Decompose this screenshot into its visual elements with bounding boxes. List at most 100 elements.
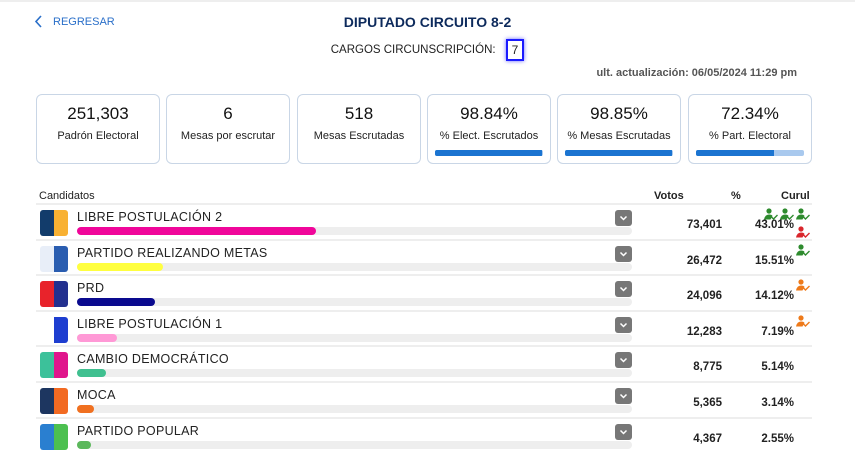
stat-card: 6 Mesas por escrutar bbox=[166, 94, 290, 164]
stat-label: Padrón Electoral bbox=[57, 130, 139, 142]
votes: 12,283 bbox=[686, 325, 722, 338]
votes: 4,367 bbox=[693, 432, 722, 445]
votes: 73,401 bbox=[686, 219, 722, 231]
chevron-down-icon bbox=[619, 393, 628, 399]
stat-card: 98.84% % Elect. Escrutados bbox=[427, 94, 551, 164]
party-logo bbox=[40, 352, 68, 379]
stat-value: 98.84% bbox=[460, 104, 518, 123]
expand-button[interactable] bbox=[615, 352, 632, 369]
candidate-row: PRD 24,096 14.12% bbox=[36, 274, 812, 310]
seat-icon bbox=[796, 226, 810, 238]
chevron-down-icon bbox=[619, 429, 628, 435]
candidate-name: CAMBIO DEMOCRÁTICO bbox=[77, 352, 229, 367]
party-logo bbox=[40, 316, 68, 343]
votes: 24,096 bbox=[686, 290, 722, 303]
percent: 43.01% bbox=[754, 219, 794, 231]
chevron-down-icon bbox=[619, 322, 628, 328]
stat-progress-bar bbox=[435, 150, 543, 156]
chevron-down-icon bbox=[619, 215, 628, 221]
votes: 26,472 bbox=[686, 254, 722, 267]
candidate-name: LIBRE POSTULACIÓN 2 bbox=[77, 210, 223, 224]
stat-value: 72.34% bbox=[721, 104, 779, 123]
percent: 3.14% bbox=[761, 397, 794, 409]
party-logo bbox=[40, 245, 68, 272]
expand-button[interactable] bbox=[615, 210, 632, 226]
stat-value: 98.85% bbox=[590, 104, 648, 123]
party-logo bbox=[40, 210, 68, 236]
candidate-name: MOCA bbox=[77, 388, 116, 402]
seat-icon bbox=[796, 243, 810, 256]
chevron-down-icon bbox=[619, 251, 628, 257]
back-button[interactable]: REGRESAR bbox=[34, 15, 115, 28]
vote-bar bbox=[77, 440, 632, 449]
chevron-down-icon bbox=[619, 287, 628, 292]
candidate-name: LIBRE POSTULACIÓN 1 bbox=[77, 316, 223, 331]
party-logo bbox=[40, 281, 68, 308]
vote-bar bbox=[77, 298, 632, 307]
party-logo bbox=[40, 388, 68, 414]
last-updated: ult. actualización: 06/05/2024 11:29 pm bbox=[596, 67, 797, 79]
percent: 15.51% bbox=[754, 254, 794, 267]
cargos-label: CARGOS CIRCUNSCRIPCIÓN: bbox=[330, 44, 496, 56]
seat-icon bbox=[780, 208, 794, 220]
expand-button[interactable] bbox=[615, 316, 632, 333]
candidate-row: MOCA 5,365 3.14% bbox=[36, 381, 812, 417]
seat-icon bbox=[796, 208, 810, 220]
expand-button[interactable] bbox=[615, 388, 632, 404]
percent: 5.14% bbox=[761, 361, 794, 374]
stat-card: 251,303 Padrón Electoral bbox=[36, 94, 160, 164]
stat-progress-bar bbox=[696, 150, 804, 156]
cargos-row: CARGOS CIRCUNSCRIPCIÓN: 7 bbox=[0, 39, 855, 61]
stat-card: 72.34% % Part. Electoral bbox=[688, 94, 812, 164]
vote-bar bbox=[77, 369, 632, 378]
curul-seats bbox=[750, 314, 810, 332]
candidate-row: PARTIDO POPULAR 4,367 2.55% bbox=[36, 416, 812, 453]
header-curul: Curul bbox=[781, 190, 810, 202]
percent: 14.12% bbox=[754, 290, 794, 303]
cargos-value: 7 bbox=[505, 39, 525, 61]
candidate-row: LIBRE POSTULACIÓN 2 73,401 43.01% bbox=[36, 203, 812, 239]
stat-card: 518 Mesas Escrutadas bbox=[297, 94, 421, 164]
seat-icon bbox=[796, 279, 810, 292]
curul-seats bbox=[750, 207, 810, 243]
candidate-row: CAMBIO DEMOCRÁTICO 8,775 5.14% bbox=[36, 345, 812, 381]
stat-label: Mesas Escrutadas bbox=[313, 130, 405, 142]
expand-button[interactable] bbox=[615, 281, 632, 298]
curul-seats bbox=[750, 278, 810, 296]
stat-card: 98.85% % Mesas Escrutadas bbox=[557, 94, 681, 164]
candidate-name: PARTIDO REALIZANDO METAS bbox=[77, 245, 268, 260]
chevron-down-icon bbox=[619, 358, 628, 363]
back-label: REGRESAR bbox=[53, 15, 115, 28]
vote-bar bbox=[77, 405, 632, 413]
curul-seats bbox=[750, 243, 810, 261]
stat-value: 251,303 bbox=[67, 104, 129, 123]
votes: 5,365 bbox=[693, 397, 722, 409]
stat-label: % Elect. Escrutados bbox=[439, 130, 539, 142]
stat-label: % Mesas Escrutadas bbox=[567, 130, 671, 142]
seat-icon bbox=[764, 208, 778, 220]
percent: 2.55% bbox=[761, 432, 794, 445]
stat-label: Mesas por escrutar bbox=[180, 130, 276, 142]
candidate-name: PRD bbox=[77, 281, 105, 296]
stat-progress-bar bbox=[565, 150, 673, 156]
header-candidates: Candidatos bbox=[39, 190, 95, 202]
seat-icon bbox=[796, 315, 810, 327]
chevron-left-icon bbox=[34, 15, 42, 28]
expand-button[interactable] bbox=[615, 423, 632, 440]
header-votes: Votos bbox=[654, 190, 684, 202]
stat-label: % Part. Electoral bbox=[709, 130, 791, 142]
candidate-row: LIBRE POSTULACIÓN 1 12,283 7.19% bbox=[36, 309, 812, 346]
expand-button[interactable] bbox=[615, 245, 632, 262]
vote-bar bbox=[77, 333, 632, 342]
page-title: DIPUTADO CIRCUITO 8-2 bbox=[343, 14, 512, 30]
party-logo bbox=[40, 423, 68, 450]
votes: 8,775 bbox=[693, 361, 722, 374]
vote-bar bbox=[77, 262, 632, 271]
percent: 7.19% bbox=[761, 325, 794, 338]
candidate-row: PARTIDO REALIZANDO METAS 26,472 15.51% bbox=[36, 238, 812, 275]
header-pct: % bbox=[731, 190, 741, 202]
candidate-name: PARTIDO POPULAR bbox=[77, 423, 200, 438]
stat-value: 518 bbox=[344, 104, 374, 123]
stat-value: 6 bbox=[223, 104, 233, 123]
vote-bar bbox=[77, 227, 632, 235]
